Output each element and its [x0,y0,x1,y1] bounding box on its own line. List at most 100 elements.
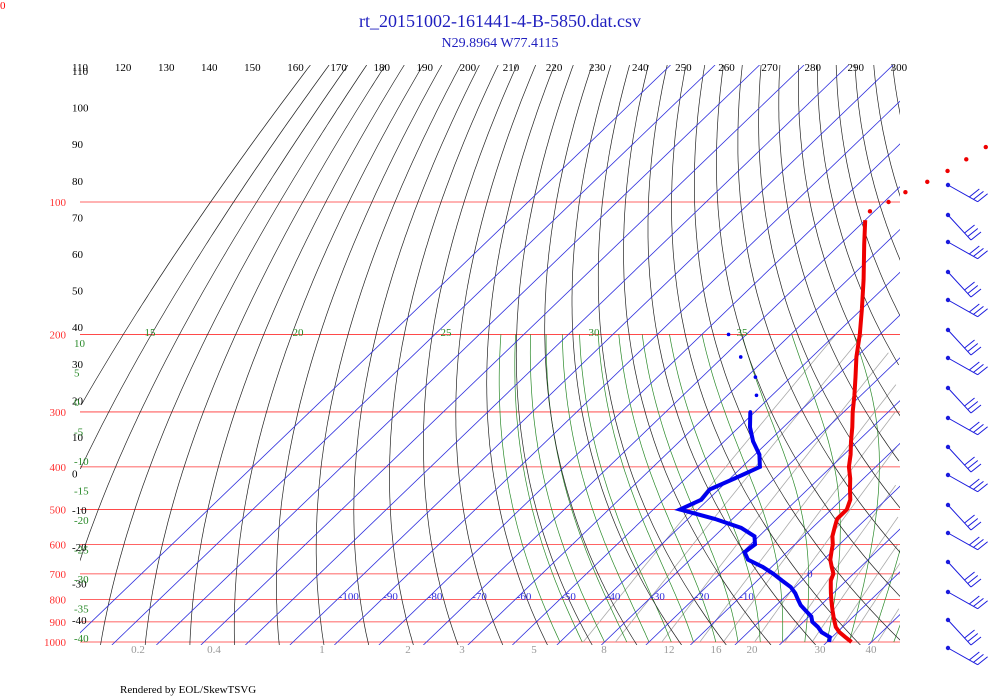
wind-barb-feather [973,653,984,663]
dry-adiabat-line [233,65,424,645]
chart-title: rt_20151002-161441-4-B-5850.dat.csv [359,11,641,31]
wind-barb-feather [977,426,988,436]
wind-barb-feather [977,541,988,551]
wind-barb-feather [973,597,984,607]
mixing-ratio-line [661,352,889,643]
wind-barb-feather [973,538,984,548]
dewpoint-point [738,355,743,359]
dry-adiabat-left-label: 110 [72,66,89,78]
isotherm-line [512,271,900,645]
mixing-ratio-label: 8 [601,644,607,656]
dry-adiabat-top-label: 180 [373,62,390,74]
moist-adiabat-line [514,334,583,643]
moist-adiabat-line [701,334,784,643]
dry-adiabat-top-label: 190 [417,62,434,74]
dry-adiabat-line [486,65,555,645]
dry-adiabat-left-label: 60 [72,249,84,261]
moist-adiabat-line [597,334,694,643]
isobar-lines [80,201,900,643]
wind-barb-feather [970,636,982,646]
dry-adiabat-line [80,65,311,406]
moist-adiabat-left-label: -10 [74,456,89,468]
wind-barb-feather [977,193,988,203]
dry-adiabat-line [647,65,816,645]
temperature-point [945,168,950,174]
wind-barb-feather [977,308,988,318]
wind-barb-shaft [947,647,978,666]
wind-barb-feather [969,303,980,313]
isotherm-line [779,528,900,645]
moist-adiabat-line [848,334,880,643]
wind-barb-shaft [947,329,972,356]
wind-barb-feather [969,478,980,488]
dry-adiabat-line [389,65,499,645]
dry-adiabat-top-label: 110 [72,62,89,74]
wind-barb-feather [970,578,982,588]
wind-barb-feather [977,366,988,376]
moist-adiabat-left-label: -5 [74,427,84,439]
wind-barb-feather [973,480,984,490]
moist-adiabat-left-label: 5 [74,368,80,380]
wind-barb-feather [969,361,980,371]
dry-adiabat-top-label: 290 [848,62,865,74]
mixing-ratio-line [847,562,900,643]
moist-adiabat-lines [498,334,900,643]
wind-barb-feather [967,460,979,469]
wind-barb-shaft [947,504,972,531]
wind-barb-shaft [947,241,978,260]
pressure-label: 700 [50,569,67,581]
wind-barb-feather [967,518,979,527]
mixing-ratio-line [754,446,897,643]
mixing-ratio-line [615,334,864,643]
wind-barb-feather [973,190,984,200]
dry-adiabat-top-label: 120 [115,62,132,74]
isotherm-label: -50 [561,591,576,603]
dry-adiabat-left-label: 90 [72,139,84,151]
dry-adiabat-line [892,65,900,116]
dry-adiabat-line [571,65,682,645]
dry-adiabat-line [873,65,900,197]
isotherm-line [156,65,760,645]
dry-adiabat-top-label: 200 [460,62,477,74]
moist-adiabat-top-label: 35 [737,327,749,339]
wind-barb-feather [970,404,982,414]
wind-barb-feather [970,463,982,473]
dry-adiabat-top-label: 160 [287,62,304,74]
wind-barb-feather [977,656,988,666]
dry-adiabat-left-label: 0 [72,469,78,481]
moist-adiabat-left-label: 10 [74,338,86,350]
moist-adiabat-line [893,624,900,643]
wind-barb-shaft [947,184,978,203]
moist-adiabat-left-label: -35 [74,604,89,616]
moist-adiabat-line [669,334,761,643]
moist-adiabat-line [871,549,900,643]
isotherm-line [289,65,894,645]
wind-barb-shaft [947,446,972,473]
wind-barb-feather [977,483,988,493]
temperature-point [867,209,873,214]
isotherm-line [245,65,849,645]
dry-adiabat-top-label: 130 [158,62,175,74]
moist-adiabat-left-label: -30 [74,574,89,586]
wind-barb-shaft [947,271,972,298]
dry-adiabat-top-label: 150 [244,62,261,74]
dewpoint-point [753,375,758,379]
corner-label: 0 [0,0,6,12]
pressure-label: 400 [50,462,67,474]
mixing-ratio-line [723,411,896,643]
wind-barb-feather [970,521,982,531]
isotherm-line [111,65,716,645]
dry-adiabat-left-label: -40 [72,615,87,627]
wind-barb-feather [969,188,980,198]
moist-adiabat-line [618,334,717,643]
temperature-line [828,220,868,644]
dry-adiabat-left-label: -10 [72,505,87,517]
dry-adiabat-left-label: 70 [72,212,84,224]
dry-adiabat-line [189,65,405,645]
dry-adiabat-line [835,65,900,317]
wind-barb-feather [969,651,980,661]
wind-barb-shaft [947,474,978,493]
dry-adiabat-line [80,65,349,562]
isotherm-line [467,228,900,645]
